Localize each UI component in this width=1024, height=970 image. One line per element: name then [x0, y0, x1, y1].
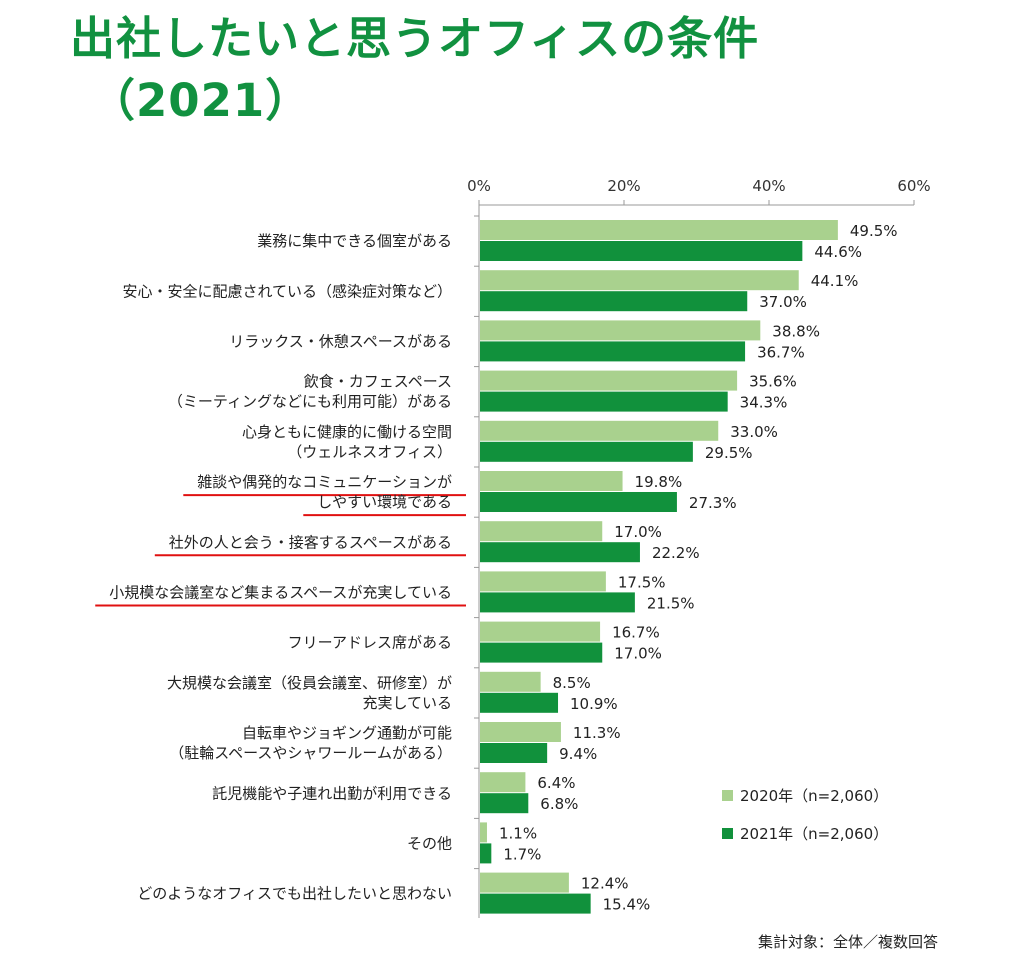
bar-2021	[480, 642, 603, 663]
bar-2021	[480, 843, 492, 864]
data-label-2020: 44.1%	[811, 272, 859, 290]
data-label-2021: 27.3%	[689, 494, 737, 512]
data-label-2021: 15.4%	[603, 896, 651, 914]
data-label-2020: 49.5%	[850, 222, 898, 240]
data-label-2020: 38.8%	[772, 322, 820, 340]
data-label-2020: 33.0%	[730, 423, 778, 441]
data-label-2020: 17.0%	[614, 523, 662, 541]
bar-2021	[480, 492, 677, 512]
bar-2021	[480, 542, 640, 563]
bar-2020	[480, 872, 569, 893]
data-label-2021: 17.0%	[614, 645, 662, 663]
bar-2020	[480, 671, 541, 692]
data-label-2021: 21.5%	[647, 594, 695, 612]
bar-2020	[480, 420, 719, 441]
legend-swatch-2020	[722, 790, 733, 801]
bar-2020	[480, 722, 561, 742]
bar-2021	[480, 291, 748, 312]
category-label: 自転車やジョギング通勤が可能	[242, 724, 452, 742]
chart-title-line1: 出社したいと思うオフィスの条件	[70, 12, 760, 65]
category-label: 託児機能や子連れ出勤が利用できる	[212, 784, 452, 802]
category-label: 業務に集中できる個室がある	[257, 232, 452, 250]
bar-2020	[480, 772, 526, 793]
x-tick-label: 40%	[752, 177, 785, 195]
data-label-2020: 19.8%	[635, 473, 683, 491]
legend-label-2020: 2020年（n=2,060）	[740, 787, 888, 805]
data-label-2020: 1.1%	[499, 824, 537, 842]
category-label: （ミーティングなどにも利用可能）がある	[168, 393, 452, 411]
legend-label-2021: 2021年（n=2,060）	[740, 825, 888, 843]
bar-2021	[480, 893, 591, 914]
bar-2021	[480, 592, 635, 613]
data-label-2020: 35.6%	[749, 373, 797, 391]
category-label: 充実している	[362, 694, 452, 712]
bar-2021	[480, 441, 693, 462]
data-label-2020: 16.7%	[612, 624, 660, 642]
legend-swatch-2021	[722, 828, 733, 839]
bar-2020	[480, 471, 623, 491]
bar-2021	[480, 391, 728, 412]
category-label: 心身ともに健康的に働ける空間	[242, 423, 452, 441]
category-label: 雑談や偶発的なコミュニケーションが	[197, 473, 452, 491]
bar-2021	[480, 692, 559, 713]
bar-2020	[480, 822, 487, 843]
category-label: どのようなオフィスでも出社したいと思わない	[137, 885, 452, 903]
category-label: その他	[407, 835, 452, 853]
data-label-2021: 34.3%	[740, 394, 788, 412]
category-label: 大規模な会議室（役員会議室、研修室）が	[167, 674, 452, 692]
data-label-2021: 37.0%	[759, 293, 807, 311]
data-label-2021: 36.7%	[757, 343, 805, 361]
x-tick-label: 0%	[467, 177, 491, 195]
category-label: 社外の人と会う・接客するスペースがある	[169, 533, 452, 551]
chart-title: 出社したいと思うオフィスの条件 （2021）	[70, 8, 759, 132]
bar-2020	[480, 220, 838, 240]
category-label: 安心・安全に配慮されている（感染症対策など）	[122, 282, 452, 300]
data-label-2021: 44.6%	[814, 243, 862, 261]
data-label-2021: 9.4%	[559, 745, 597, 763]
category-label: （ウェルネスオフィス）	[287, 443, 452, 461]
bar-2021	[480, 743, 548, 763]
category-label: リラックス・休憩スペースがある	[229, 333, 452, 351]
bar-2020	[480, 270, 799, 291]
category-label: フリーアドレス席がある	[288, 634, 452, 652]
x-tick-label: 60%	[897, 177, 930, 195]
bar-2020	[480, 370, 738, 391]
chart-title-line2: （2021）	[90, 74, 312, 127]
bar-2020	[480, 571, 606, 592]
bar-2021	[480, 341, 746, 362]
data-label-2020: 12.4%	[581, 875, 629, 893]
data-label-2020: 6.4%	[537, 774, 575, 792]
data-label-2021: 1.7%	[503, 845, 541, 863]
bar-2020	[480, 320, 761, 341]
data-label-2021: 22.2%	[652, 544, 700, 562]
data-label-2020: 17.5%	[618, 573, 666, 591]
data-label-2021: 29.5%	[705, 444, 753, 462]
bar-2020	[480, 621, 601, 642]
data-label-2021: 6.8%	[540, 795, 578, 813]
bar-2020	[480, 521, 603, 542]
data-label-2020: 8.5%	[553, 674, 591, 692]
bar-2021	[480, 793, 529, 814]
category-label: しやすい環境である	[317, 493, 452, 511]
data-label-2020: 11.3%	[573, 724, 621, 742]
category-label: 小規模な会議室など集まるスペースが充実している	[109, 584, 452, 602]
footnote: 集計対象：全体／複数回答	[758, 933, 938, 951]
bar-2021	[480, 241, 803, 261]
category-label: （駐輪スペースやシャワールームがある）	[169, 744, 452, 762]
x-tick-label: 20%	[607, 177, 640, 195]
data-label-2021: 10.9%	[570, 695, 618, 713]
category-label: 飲食・カフェスペース	[304, 373, 452, 391]
